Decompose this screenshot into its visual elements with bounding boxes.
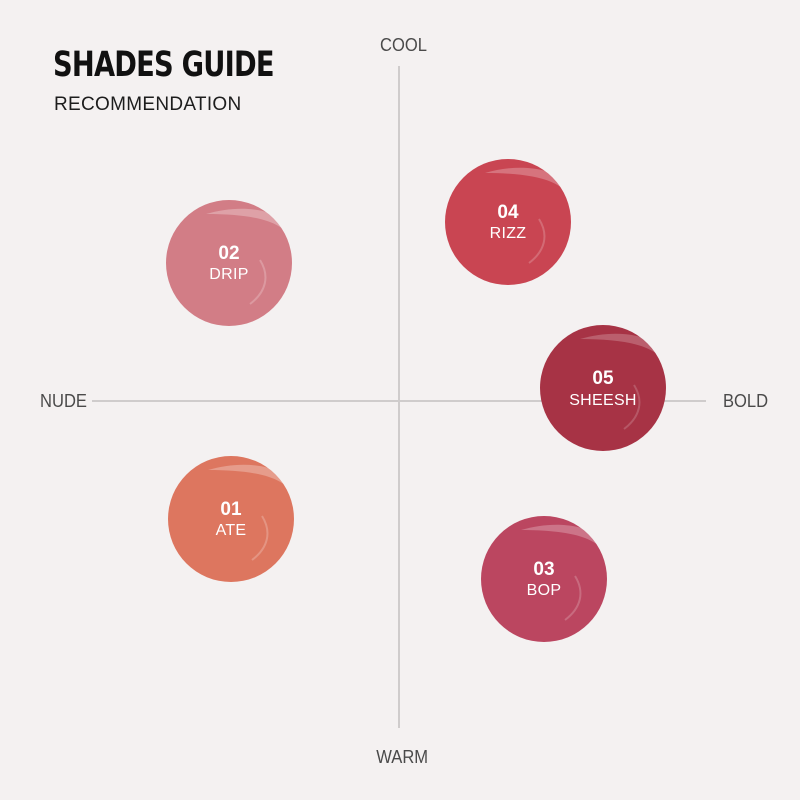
shade-name: RIZZ <box>489 225 527 242</box>
shade-swatch-05-sheesh: 05 SHEESH <box>540 325 666 451</box>
swatch-sheen-icon <box>206 208 292 305</box>
shade-number: 02 <box>218 243 240 264</box>
swatch-sheen-icon <box>208 464 294 561</box>
horizontal-axis-line <box>92 400 706 402</box>
shade-name: SHEESH <box>569 392 637 409</box>
swatch-sheen-icon <box>521 524 607 621</box>
axis-label-nude: NUDE <box>40 391 87 411</box>
shade-swatch-02-drip: 02 DRIP <box>166 200 292 326</box>
shade-name: DRIP <box>209 266 249 283</box>
page-title: SHADES GUIDE <box>53 45 275 85</box>
shade-name: ATE <box>215 522 247 539</box>
vertical-axis-line <box>398 66 400 728</box>
swatch-sheen-icon <box>485 167 571 264</box>
axis-label-warm: WARM <box>376 747 429 767</box>
shade-swatch-04-rizz: 04 RIZZ <box>445 159 571 285</box>
swatch-sheen-icon <box>580 333 666 430</box>
axis-label-bold: BOLD <box>722 391 769 411</box>
shade-number: 05 <box>592 368 614 389</box>
axis-label-cool: COOL <box>380 35 427 55</box>
page-subtitle: RECOMMENDATION <box>54 94 242 115</box>
shade-name: BOP <box>526 582 562 599</box>
shade-number: 01 <box>220 499 242 520</box>
shade-swatch-01-ate: 01 ATE <box>168 456 294 582</box>
shade-number: 03 <box>533 559 555 580</box>
shade-number: 04 <box>497 202 519 223</box>
shade-swatch-03-bop: 03 BOP <box>481 516 607 642</box>
